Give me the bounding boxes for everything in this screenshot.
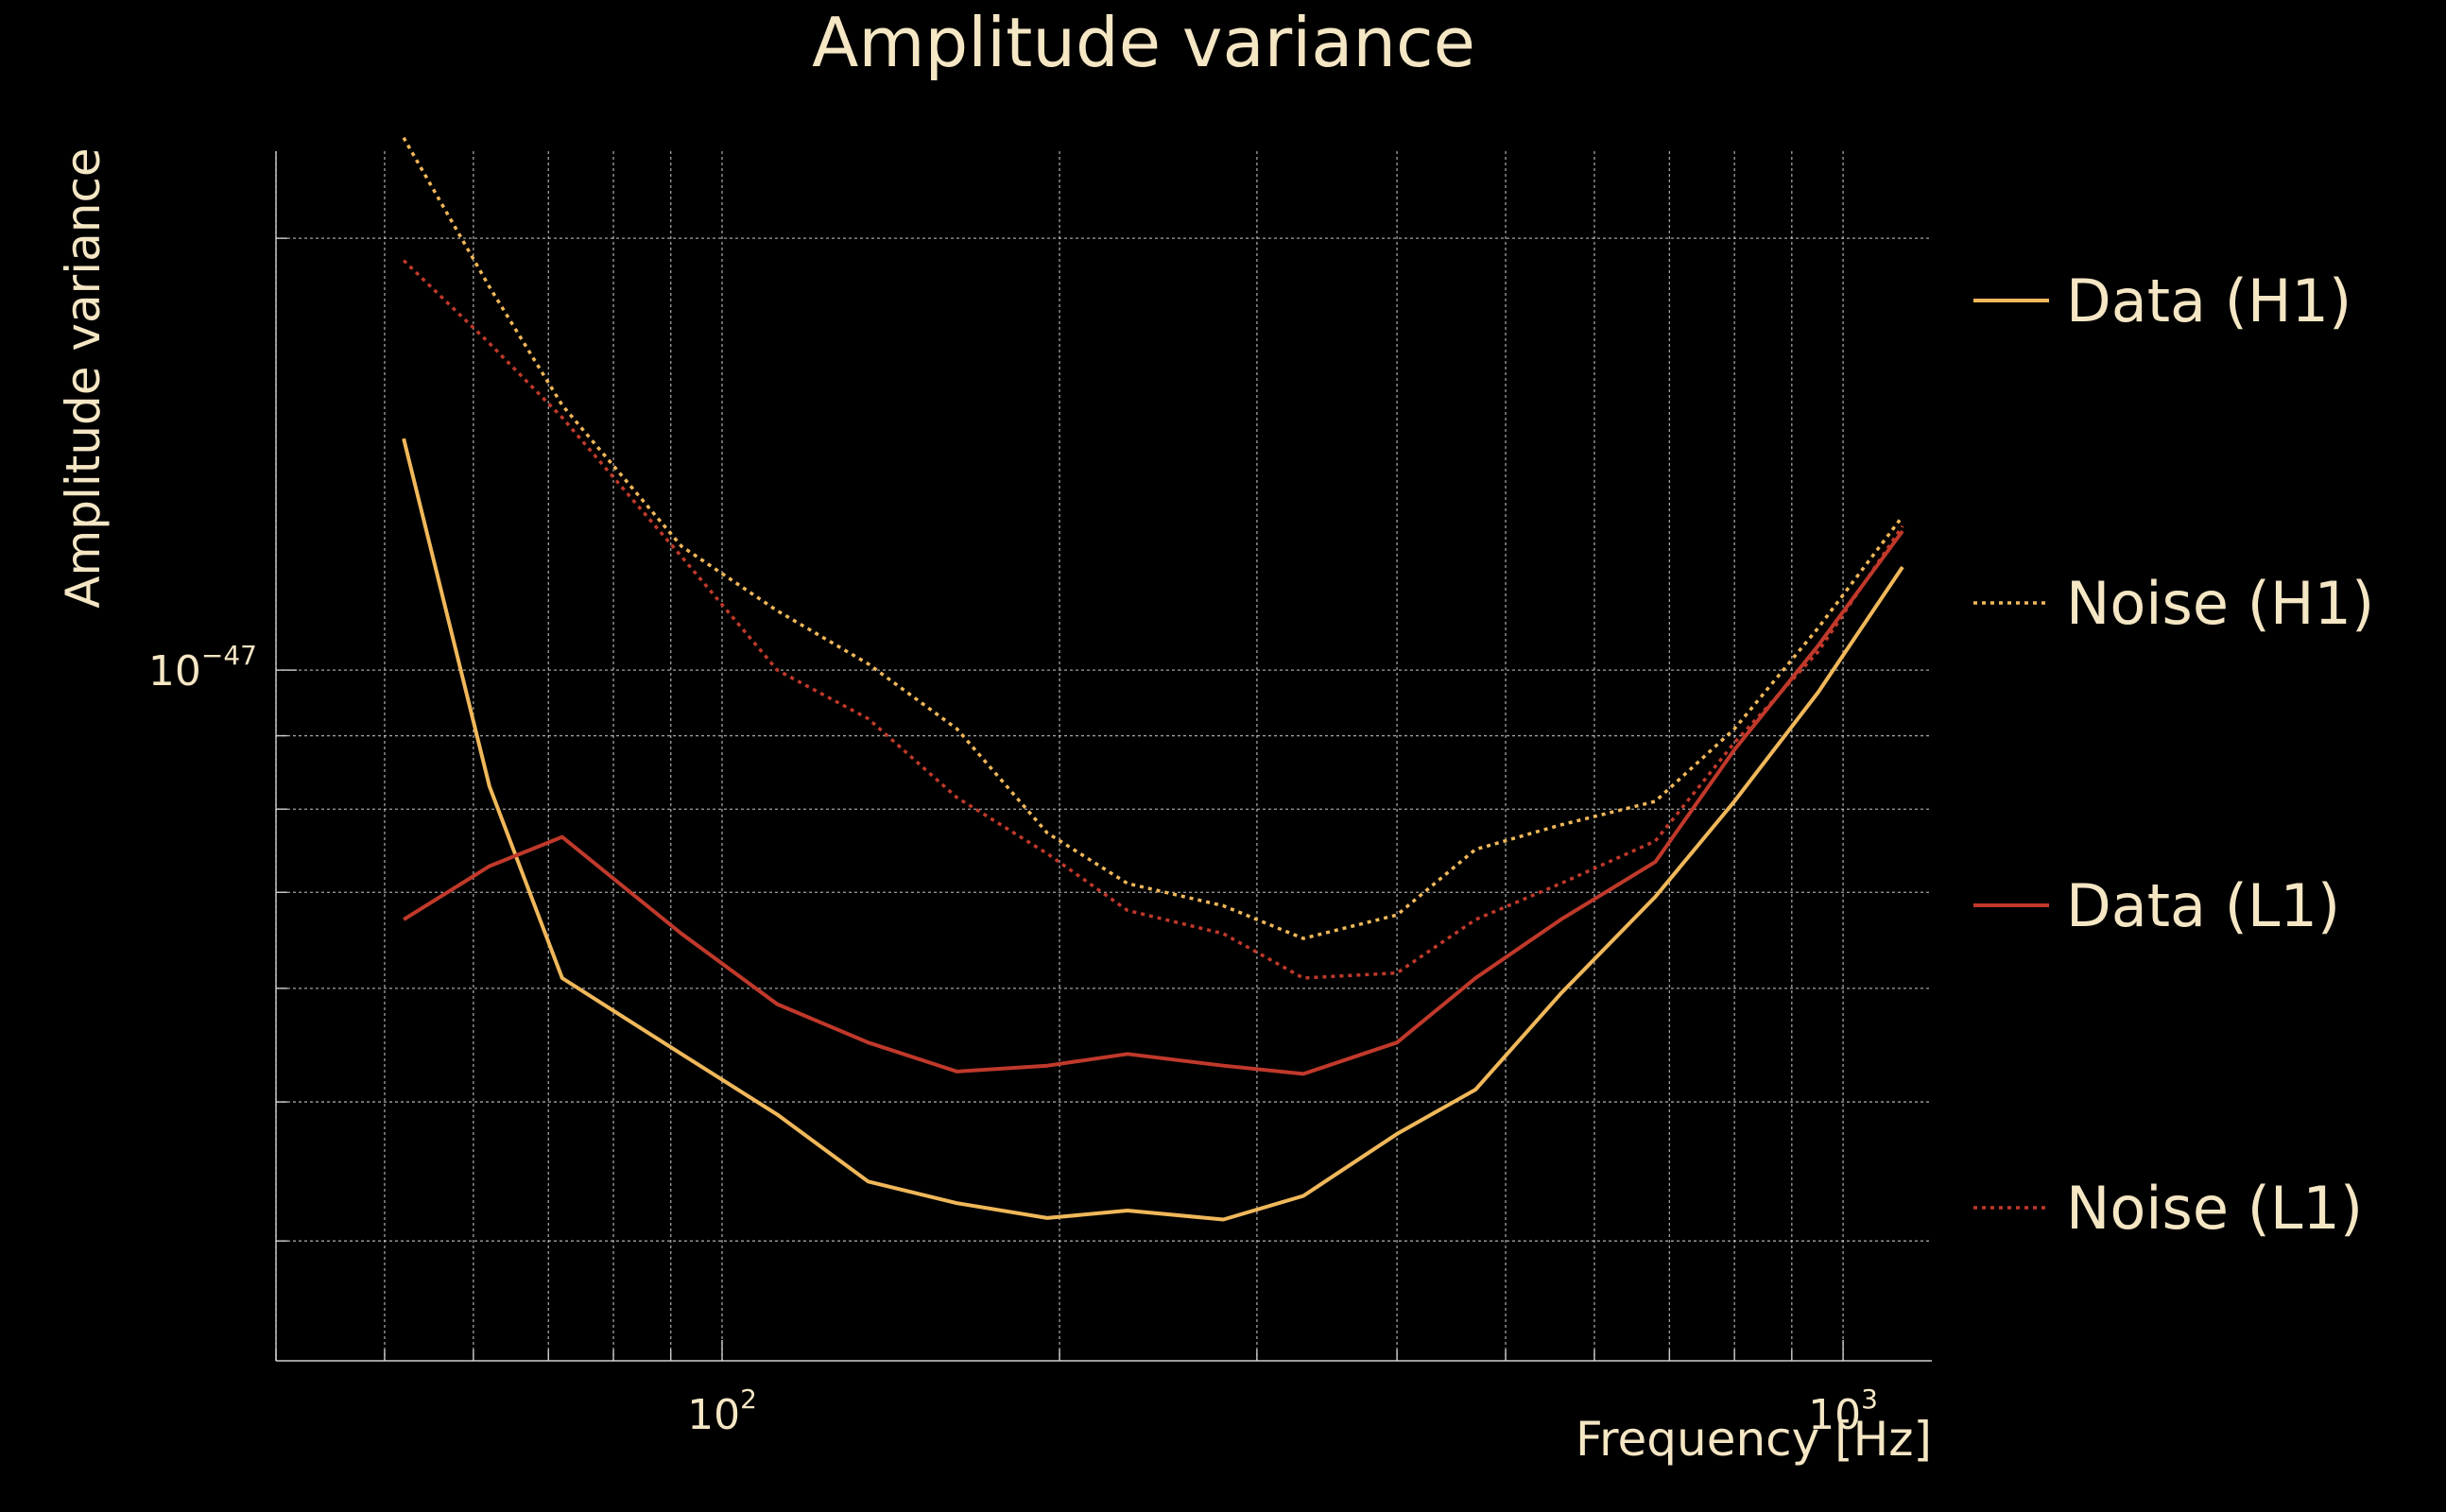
- legend: Data (H1) Noise (H1) Data (L1) Noise (L1): [1973, 266, 2374, 1243]
- axes: [275, 151, 1932, 1362]
- y-axis-label: Amplitude variance: [56, 147, 111, 608]
- series-line-noise-l1: [402, 259, 1904, 980]
- chart-title: Amplitude variance: [812, 3, 1475, 82]
- legend-label-noise-l1: Noise (L1): [2066, 1174, 2363, 1243]
- legend-label-data-h1: Data (H1): [2066, 266, 2351, 335]
- legend-label-noise-h1: Noise (H1): [2066, 569, 2374, 638]
- series-lines: [402, 136, 1904, 1222]
- series-line-data-h1: [402, 438, 1904, 1222]
- grid: [275, 151, 1932, 1361]
- series-line-noise-h1: [402, 136, 1904, 940]
- x-tick-label: 102: [687, 1383, 757, 1439]
- x-axis-label: Frequency [Hz]: [1576, 1412, 1932, 1467]
- y-tick-label: 10−47: [148, 640, 257, 696]
- legend-label-data-l1: Data (L1): [2066, 871, 2340, 940]
- series-line-data-l1: [403, 529, 1904, 1076]
